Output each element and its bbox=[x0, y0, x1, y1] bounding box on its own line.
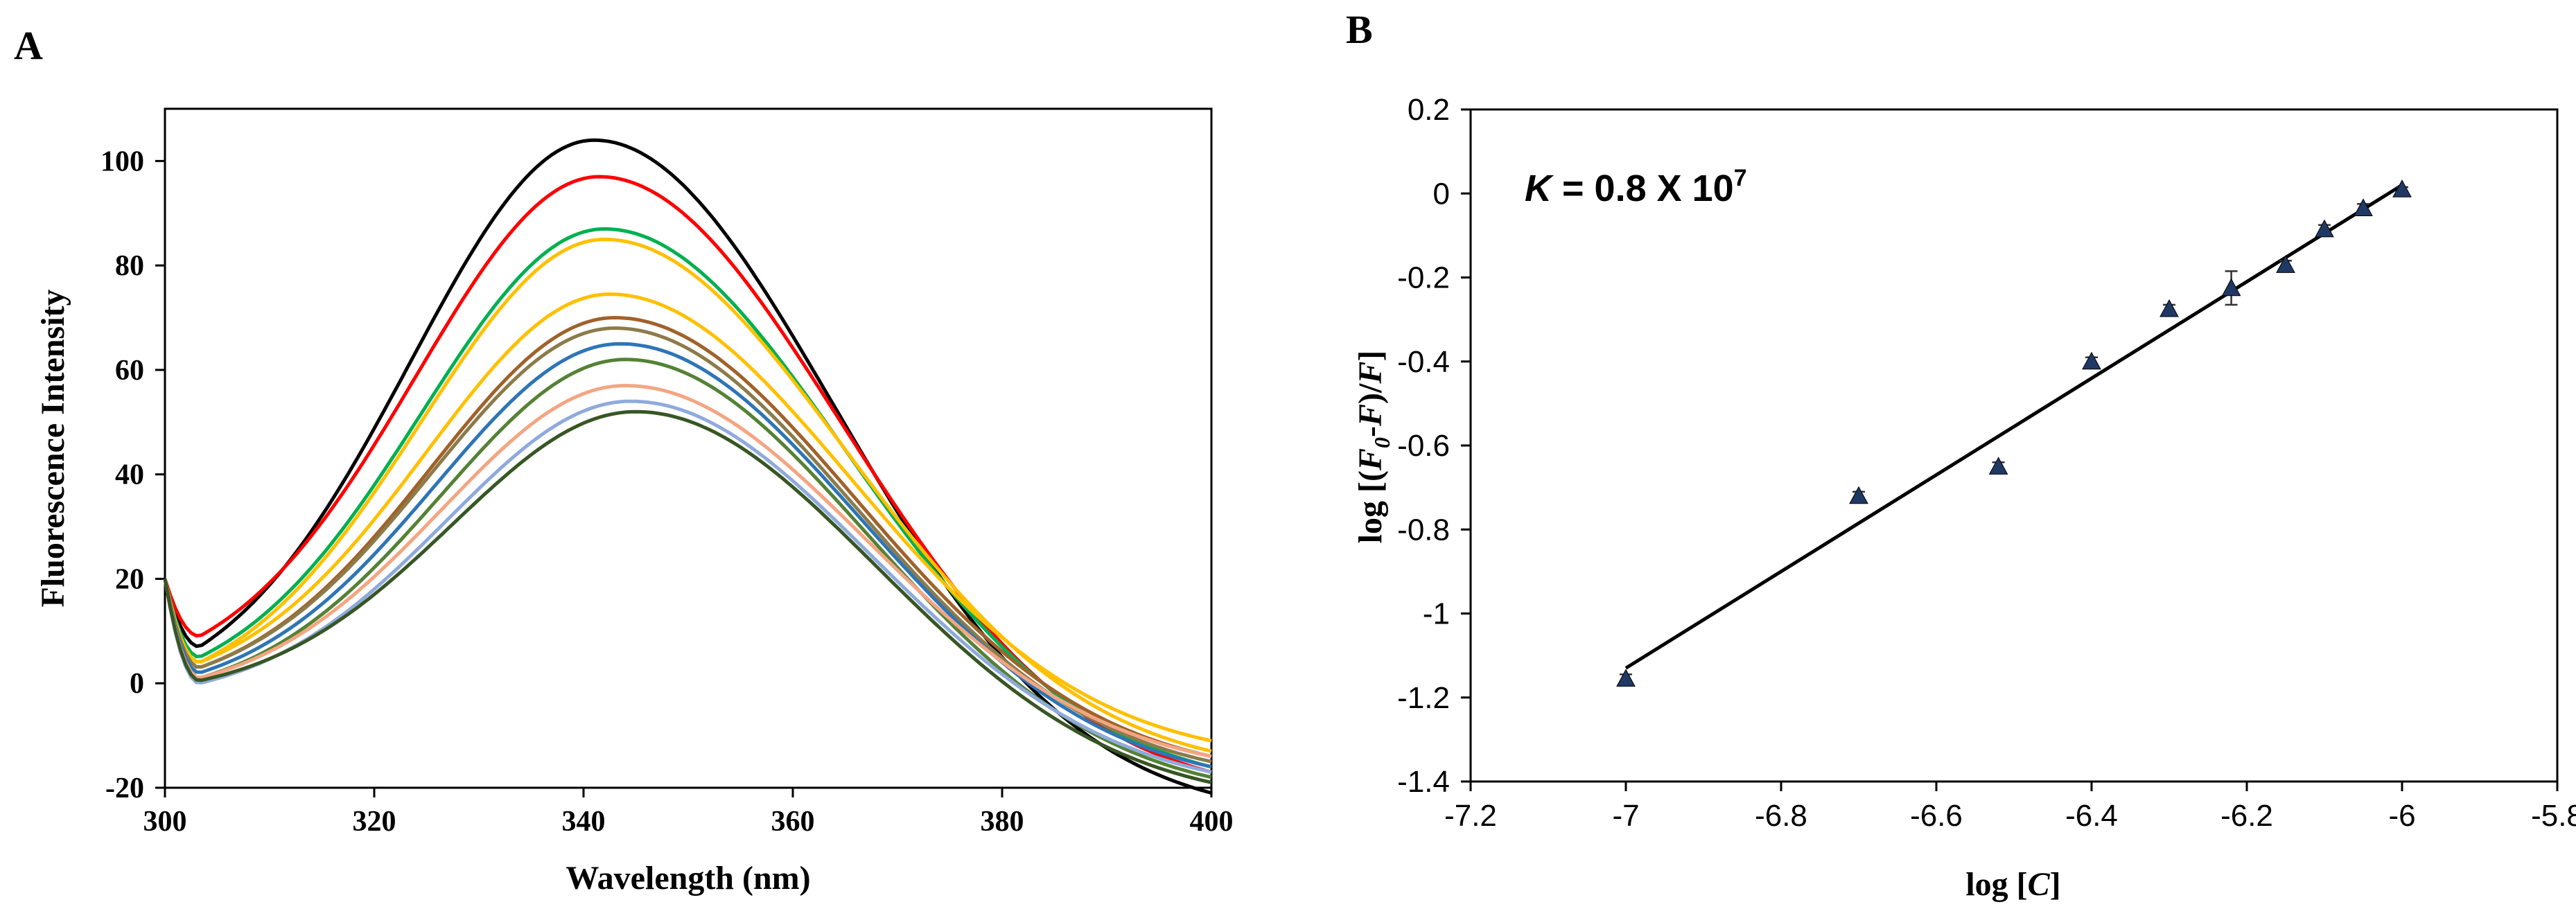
annotation-exponent: 7 bbox=[1734, 165, 1747, 191]
panel-b-data-point bbox=[2354, 198, 2373, 217]
panel-b-x-tick-label: -6.2 bbox=[2220, 799, 2273, 833]
panel-b-y-tick-label: 0 bbox=[1433, 177, 1450, 211]
panel-a-series-line-6 bbox=[163, 315, 1212, 759]
panel-b-data-point bbox=[2276, 255, 2295, 273]
annotation-var: K bbox=[1525, 168, 1554, 209]
panel-b-plot-area bbox=[1469, 108, 2559, 783]
panel-b-y-tick-label: 0.2 bbox=[1408, 93, 1450, 127]
panel-a-series-line-1 bbox=[163, 138, 1212, 795]
panel-b-data-point bbox=[1616, 669, 1636, 687]
binding-constant-annotation: K = 0.8 X 107 bbox=[1525, 165, 1747, 209]
panel-b-y-tick-label: -0.2 bbox=[1397, 261, 1450, 295]
panel-a-y-tick-label: 100 bbox=[100, 145, 144, 177]
panel-a-series-line-3 bbox=[163, 227, 1212, 769]
panel-b: B -7.2 -7 -6.8 -6.6 -6.4 -6.2 -6 -5.8 -1.4 -1.2 -1… bbox=[1346, 7, 2576, 903]
panel-b-ticks: -7.2 -7 -6.8 -6.6 -6.4 -6.2 -6 -5.8 -1.4 -1.2 -1 -0… bbox=[1397, 93, 2576, 833]
panel-a-x-axis-label: Wavelength (nm) bbox=[566, 860, 810, 897]
panel-b-x-tick-label: -6.4 bbox=[2065, 799, 2118, 833]
panel-a-series-line-2 bbox=[163, 175, 1212, 774]
panel-b-data-point bbox=[1988, 457, 2008, 475]
panel-a-x-tick-label: 340 bbox=[562, 806, 606, 838]
panel-a-series-line-8 bbox=[163, 342, 1212, 769]
panel-b-y-tick-label: -0.6 bbox=[1397, 429, 1450, 463]
panel-b-y-tick-label: -1.4 bbox=[1397, 765, 1450, 799]
panel-b-data-point bbox=[2082, 351, 2101, 370]
panel-b-x-tick-label: -7 bbox=[1612, 799, 1639, 833]
panel-a-series-line-10 bbox=[163, 383, 1212, 759]
panel-a-y-tick-label: 40 bbox=[115, 459, 144, 491]
panel-a-y-axis-label: Fluorescence Intensity bbox=[35, 289, 71, 607]
panel-b-x-tick-label: -7.2 bbox=[1444, 799, 1497, 833]
panel-a-series-line-11 bbox=[163, 399, 1212, 774]
panel-b-x-tick-label: -6.8 bbox=[1755, 799, 1807, 833]
panel-a-y-tick-label: 0 bbox=[130, 668, 144, 700]
panel-b-y-axis-label: log [(F0-F)/F] bbox=[1352, 351, 1394, 544]
panel-a-ticks: 300 320 340 360 380 400 -20 0 20 40 60 80 100 bbox=[100, 145, 1234, 838]
panel-b-y-tick-label: -1 bbox=[1423, 597, 1450, 631]
panel-a-x-tick-label: 380 bbox=[981, 806, 1024, 838]
panel-a-y-tick-label: 80 bbox=[115, 250, 144, 282]
panel-b-data-point bbox=[2392, 179, 2412, 197]
panel-a: A 300 320 340 360 380 400 -20 0 20 40 60 80 100 Wave… bbox=[14, 23, 1234, 897]
panel-a-y-tick-label: 20 bbox=[115, 563, 144, 595]
panel-b-x-axis-label: log [C] bbox=[1965, 866, 2060, 903]
panel-b-y-tick-label: -0.8 bbox=[1397, 513, 1450, 547]
panel-a-series-line-12 bbox=[163, 409, 1212, 784]
panel-b-fit-line bbox=[1624, 184, 2403, 670]
panel-b-y-tick-label: -1.2 bbox=[1397, 681, 1450, 715]
panel-a-y-tick-label: 60 bbox=[115, 355, 144, 387]
panel-b-x-tick-label: -6.6 bbox=[1910, 799, 1963, 833]
panel-a-plot-area bbox=[164, 107, 1213, 789]
panel-b-x-tick-label: -6 bbox=[2388, 799, 2415, 833]
panel-b-data-point bbox=[2159, 299, 2179, 317]
annotation-text: = 0.8 X 10 bbox=[1552, 168, 1734, 209]
panel-a-y-tick-label: -20 bbox=[105, 773, 144, 804]
panel-b-data-point bbox=[2315, 219, 2334, 238]
panel-b-data-point bbox=[1849, 486, 1868, 504]
panel-a-series-line-4 bbox=[163, 237, 1212, 753]
panel-b-y-tick-label: -0.4 bbox=[1397, 345, 1450, 379]
panel-a-x-tick-label: 320 bbox=[353, 806, 396, 838]
panel-b-fit bbox=[1624, 184, 2403, 670]
panel-a-x-tick-label: 400 bbox=[1190, 806, 1234, 838]
panel-b-label: B bbox=[1346, 7, 1373, 52]
panel-b-data-point bbox=[2221, 278, 2241, 297]
panel-a-series bbox=[163, 138, 1212, 795]
panel-a-x-tick-label: 300 bbox=[143, 806, 187, 838]
panel-a-series-line-5 bbox=[163, 292, 1212, 743]
panel-b-x-tick-label: -5.8 bbox=[2531, 799, 2576, 833]
panel-a-label: A bbox=[14, 23, 43, 68]
panel-b-points bbox=[1616, 179, 2412, 687]
panel-a-x-tick-label: 360 bbox=[771, 806, 815, 838]
